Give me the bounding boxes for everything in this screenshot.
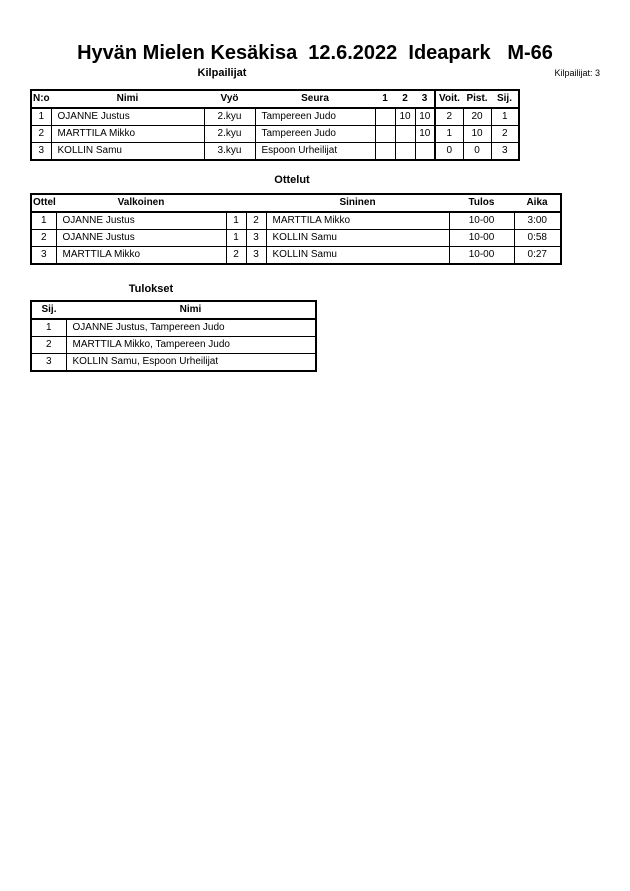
competitors-section-label: Kilpailijat [197, 67, 247, 79]
cell-white-no: 2 [225, 246, 247, 265]
cell-place: 3 [30, 353, 67, 372]
column-header-wins: Voit. [434, 90, 463, 109]
column-header-time: Aika [514, 194, 561, 213]
cell-points: 0 [462, 142, 492, 161]
cell-blue-no: 2 [245, 211, 267, 230]
column-header-name: Nimi [66, 301, 316, 320]
table-row: 1 OJANNE Justus, Tampereen Judo [30, 318, 317, 337]
cell-white-no: 1 [225, 211, 247, 230]
cell-round1 [374, 107, 396, 126]
table-header-row: N:o Nimi Vyö Seura 1 2 3 Voit. Pist. Sij… [31, 90, 519, 109]
cell-no: 1 [30, 107, 52, 126]
cell-points: 10 [462, 125, 492, 143]
cell-white-name: MARTTILA Mikko [55, 246, 227, 265]
cell-round1 [374, 125, 396, 143]
table-header-row: Ottelu Valkoinen Sininen Tulos Aika [31, 194, 561, 213]
cell-name-club: OJANNE Justus, Tampereen Judo [65, 318, 317, 337]
results-table: Sij. Nimi 1 OJANNE Justus, Tampereen Jud… [30, 300, 317, 372]
cell-wins: 2 [434, 107, 464, 126]
cell-blue-name: KOLLIN Samu [265, 246, 450, 265]
column-header-place: Sij. [31, 301, 66, 320]
cell-blue-no: 3 [245, 229, 267, 247]
column-header-round2: 2 [395, 90, 415, 109]
table-row: 3 MARTTILA Mikko 2 3 KOLLIN Samu 10-00 0… [30, 246, 562, 265]
cell-result: 10-00 [448, 211, 515, 230]
table-row: 2 MARTTILA Mikko, Tampereen Judo [30, 336, 317, 354]
column-header-result: Tulos [449, 194, 514, 213]
column-header-place: Sij. [491, 90, 519, 109]
cell-club: Tampereen Judo [254, 107, 376, 126]
competitor-count-label: Kilpailijat: 3 [554, 68, 600, 78]
cell-round1 [374, 142, 396, 161]
column-header-white: Valkoinen [56, 194, 226, 213]
cell-round3: 10 [414, 125, 436, 143]
cell-name-club: MARTTILA Mikko, Tampereen Judo [65, 336, 317, 354]
cell-no: 3 [30, 142, 52, 161]
cell-place: 2 [30, 336, 67, 354]
cell-match-no: 3 [30, 246, 57, 265]
column-header-match: Ottelu [31, 194, 56, 213]
table-row: 3 KOLLIN Samu 3.kyu Espoon Urheilijat 0 … [30, 142, 520, 161]
cell-club: Tampereen Judo [254, 125, 376, 143]
cell-place: 3 [490, 142, 520, 161]
column-header-round3: 3 [415, 90, 435, 109]
cell-belt: 3.kyu [203, 142, 256, 161]
cell-points: 20 [462, 107, 492, 126]
column-header-white-no [226, 194, 246, 213]
cell-match-no: 1 [30, 211, 57, 230]
cell-name: KOLLIN Samu [50, 142, 205, 161]
cell-name: OJANNE Justus [50, 107, 205, 126]
cell-round2 [394, 142, 416, 161]
table-row: 1 OJANNE Justus 1 2 MARTTILA Mikko 10-00… [30, 211, 562, 230]
cell-round2: 10 [394, 107, 416, 126]
table-row: 3 KOLLIN Samu, Espoon Urheilijat [30, 353, 317, 372]
cell-time: 0:27 [513, 246, 562, 265]
cell-place: 1 [490, 107, 520, 126]
cell-round3 [414, 142, 436, 161]
cell-blue-no: 3 [245, 246, 267, 265]
column-header-blue: Sininen [266, 194, 449, 213]
cell-match-no: 2 [30, 229, 57, 247]
cell-no: 2 [30, 125, 52, 143]
column-header-round1: 1 [375, 90, 395, 109]
table-row: 1 OJANNE Justus 2.kyu Tampereen Judo 10 … [30, 107, 520, 126]
table-row: 2 MARTTILA Mikko 2.kyu Tampereen Judo 10… [30, 125, 520, 143]
table-header-row: Sij. Nimi [31, 301, 316, 320]
page-title: Hyvän Mielen Kesäkisa 12.6.2022 Ideapark… [77, 42, 553, 64]
cell-club: Espoon Urheilijat [254, 142, 376, 161]
cell-wins: 1 [434, 125, 464, 143]
table-row: 2 OJANNE Justus 1 3 KOLLIN Samu 10-00 0:… [30, 229, 562, 247]
cell-blue-name: KOLLIN Samu [265, 229, 450, 247]
column-header-no: N:o [31, 90, 51, 109]
cell-white-name: OJANNE Justus [55, 211, 227, 230]
results-section-label: Tulokset [128, 283, 174, 295]
cell-time: 3:00 [513, 211, 562, 230]
cell-place: 1 [30, 318, 67, 337]
cell-time: 0:58 [513, 229, 562, 247]
cell-name-club: KOLLIN Samu, Espoon Urheilijat [65, 353, 317, 372]
matches-section-label: Ottelut [274, 174, 310, 186]
column-header-points: Pist. [463, 90, 491, 109]
cell-result: 10-00 [448, 229, 515, 247]
competitors-table: N:o Nimi Vyö Seura 1 2 3 Voit. Pist. Sij… [30, 89, 520, 161]
column-header-name: Nimi [51, 90, 204, 109]
cell-result: 10-00 [448, 246, 515, 265]
cell-name: MARTTILA Mikko [50, 125, 205, 143]
matches-table: Ottelu Valkoinen Sininen Tulos Aika 1 OJ… [30, 193, 562, 265]
cell-white-no: 1 [225, 229, 247, 247]
column-header-belt: Vyö [204, 90, 255, 109]
cell-round2 [394, 125, 416, 143]
cell-belt: 2.kyu [203, 107, 256, 126]
cell-wins: 0 [434, 142, 464, 161]
cell-white-name: OJANNE Justus [55, 229, 227, 247]
cell-round3: 10 [414, 107, 436, 126]
cell-belt: 2.kyu [203, 125, 256, 143]
cell-place: 2 [490, 125, 520, 143]
column-header-club: Seura [255, 90, 375, 109]
cell-blue-name: MARTTILA Mikko [265, 211, 450, 230]
column-header-blue-no [246, 194, 266, 213]
